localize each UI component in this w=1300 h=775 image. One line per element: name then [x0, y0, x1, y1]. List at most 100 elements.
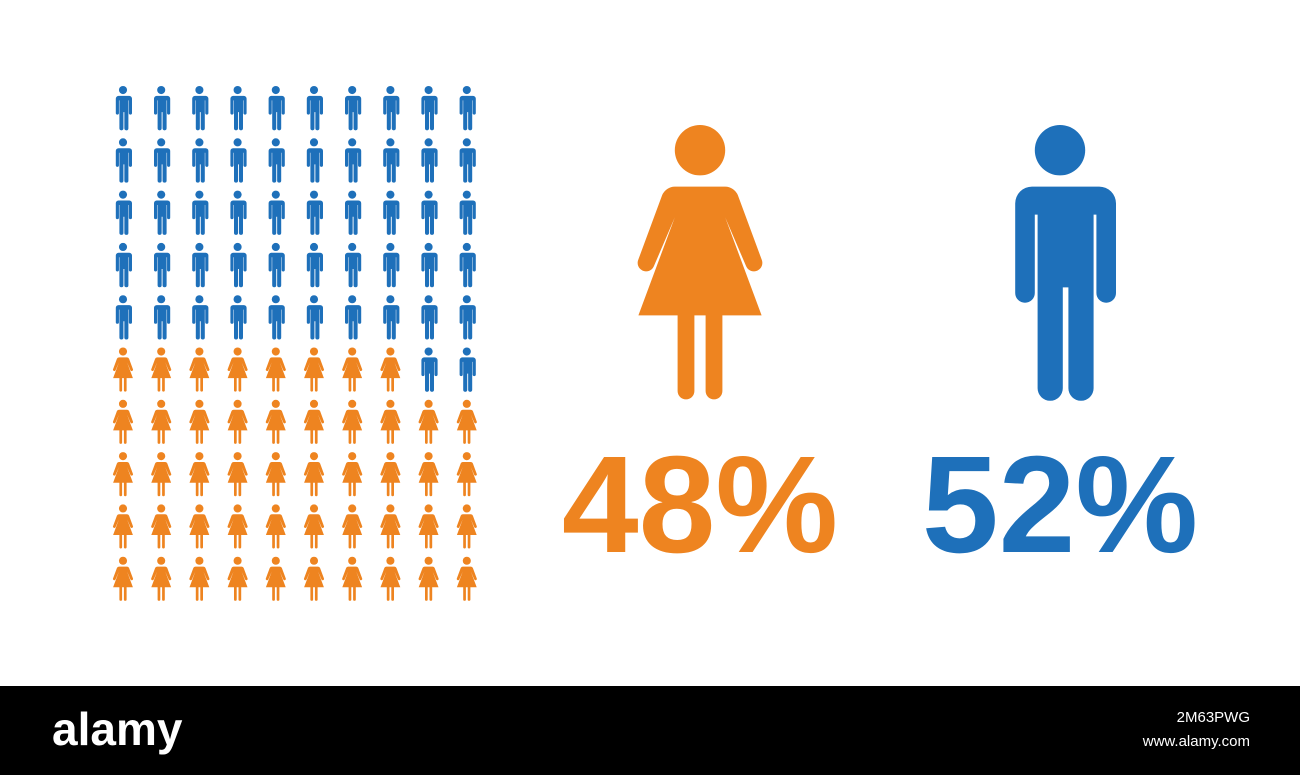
body	[112, 357, 134, 392]
head	[348, 138, 357, 147]
man-icon	[268, 242, 285, 288]
body	[459, 305, 476, 340]
body	[421, 357, 438, 392]
man-icon	[154, 86, 171, 131]
head	[348, 504, 357, 513]
body	[456, 566, 477, 601]
body	[192, 200, 209, 235]
body	[227, 357, 248, 392]
man-icon	[192, 242, 209, 288]
body	[189, 566, 210, 601]
head	[424, 242, 433, 251]
body	[189, 462, 210, 497]
head	[674, 125, 726, 176]
man-icon	[459, 347, 476, 392]
man-icon	[268, 295, 285, 340]
woman-icon	[112, 556, 134, 601]
body	[303, 514, 325, 549]
head	[271, 556, 280, 565]
head	[118, 556, 128, 565]
man-icon	[421, 347, 438, 392]
woman-icon	[151, 399, 172, 444]
body	[380, 409, 401, 444]
head	[195, 86, 204, 95]
head	[309, 347, 319, 356]
woman-icon	[456, 556, 477, 601]
body	[456, 409, 477, 444]
head	[157, 242, 166, 251]
man-icon	[115, 138, 132, 183]
body	[383, 252, 400, 288]
body	[342, 462, 363, 497]
head	[157, 504, 166, 513]
head	[424, 452, 433, 461]
body	[345, 95, 362, 131]
head	[233, 242, 242, 251]
head	[157, 347, 166, 356]
head	[462, 295, 471, 304]
man-icon	[115, 86, 132, 131]
body	[303, 409, 325, 444]
body	[115, 148, 132, 183]
head	[195, 399, 204, 408]
head	[118, 86, 128, 95]
woman-icon	[265, 452, 286, 497]
body	[230, 95, 247, 131]
head	[118, 242, 128, 251]
body	[227, 566, 248, 601]
head	[462, 138, 471, 147]
head	[309, 138, 319, 147]
woman-icon	[456, 399, 477, 444]
body	[421, 305, 438, 340]
man-icon	[345, 86, 362, 131]
woman-icon	[112, 504, 134, 549]
head	[462, 556, 471, 565]
woman-icon	[380, 347, 401, 392]
head	[271, 399, 280, 408]
woman-icon	[189, 504, 210, 549]
body	[421, 252, 438, 288]
head	[118, 190, 128, 199]
head	[309, 86, 319, 95]
body	[383, 95, 400, 131]
head	[157, 190, 166, 199]
man-icon	[192, 138, 209, 183]
head	[271, 86, 280, 95]
footer-band	[0, 686, 1300, 775]
body	[456, 514, 477, 549]
man-icon	[115, 295, 132, 340]
percent-label: 48%	[562, 428, 838, 582]
head	[309, 295, 319, 304]
woman-icon	[418, 556, 439, 601]
head	[118, 399, 128, 408]
body	[265, 514, 286, 549]
body	[383, 305, 400, 340]
head	[348, 295, 357, 304]
body	[383, 148, 400, 183]
head	[424, 556, 433, 565]
head	[309, 242, 319, 251]
head	[118, 452, 128, 461]
body	[306, 252, 323, 288]
woman-icon	[151, 504, 172, 549]
body	[345, 305, 362, 340]
body	[115, 305, 132, 340]
head	[348, 556, 357, 565]
woman-icon	[342, 347, 363, 392]
head	[195, 295, 204, 304]
body	[459, 95, 476, 131]
man-icon	[345, 295, 362, 340]
head	[309, 504, 319, 513]
woman-icon	[637, 125, 763, 400]
body	[303, 462, 325, 497]
man-icon	[421, 295, 438, 340]
woman-icon	[418, 504, 439, 549]
body	[342, 566, 363, 601]
head	[386, 138, 395, 147]
head	[233, 452, 242, 461]
body	[265, 357, 286, 392]
head	[233, 399, 242, 408]
man-icon	[230, 190, 247, 235]
woman-icon	[112, 399, 134, 444]
head	[118, 504, 128, 513]
